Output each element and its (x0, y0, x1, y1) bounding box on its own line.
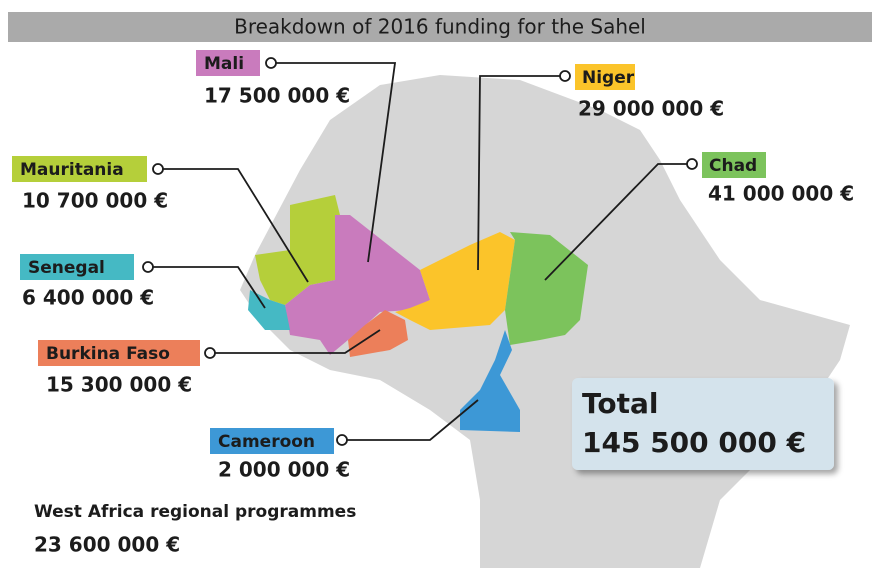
connector-dot (204, 347, 216, 359)
total-label: Total (582, 387, 659, 420)
label-box (702, 152, 766, 178)
mauritania-shape (255, 195, 340, 305)
country-amount: 15 300 000 € (46, 373, 192, 397)
regional-label: West Africa regional programmes (34, 502, 356, 522)
country-label: Chad (709, 156, 757, 176)
country-label: Mali (204, 54, 244, 74)
country-amount: 10 700 000 € (22, 189, 168, 213)
connector (163, 168, 309, 283)
label-box (575, 64, 635, 90)
burkina-shape (348, 310, 408, 357)
label-box (20, 254, 134, 280)
connector (477, 75, 560, 271)
country-amount: 17 500 000 € (204, 84, 350, 108)
country-label: Burkina Faso (46, 344, 170, 364)
country-label: Cameroon (218, 432, 315, 452)
cameroon-shape (460, 330, 520, 432)
niger-shape (395, 232, 515, 330)
label-box (12, 156, 147, 182)
chad-shape (505, 232, 588, 345)
connector-dot (336, 434, 348, 446)
total-box (572, 378, 834, 470)
country-amount: 2 000 000 € (218, 458, 350, 482)
country-amount: 41 000 000 € (708, 182, 854, 206)
label-box (196, 50, 260, 76)
country-label: Niger (582, 68, 635, 88)
connector-dot (559, 70, 571, 82)
label-box (38, 340, 200, 366)
connector (347, 399, 479, 441)
mali-shape (285, 215, 430, 355)
title: Breakdown of 2016 funding for the Sahel (234, 15, 646, 39)
connector-dot (142, 261, 154, 273)
connector (153, 266, 266, 309)
connector-dot (152, 163, 164, 175)
country-label: Senegal (28, 258, 105, 278)
title-bar (8, 12, 872, 42)
connector (276, 62, 397, 263)
connector-dot (265, 57, 277, 69)
connector (215, 329, 381, 354)
label-box (210, 428, 334, 454)
connector (544, 163, 687, 281)
country-amount: 6 400 000 € (22, 286, 154, 310)
country-label: Mauritania (20, 160, 124, 180)
connector-dot (686, 158, 698, 170)
senegal-shape (248, 290, 290, 330)
total-amount: 145 500 000 € (582, 426, 806, 459)
country-amount: 29 000 000 € (578, 97, 724, 121)
regional-amount: 23 600 000 € (34, 533, 180, 557)
